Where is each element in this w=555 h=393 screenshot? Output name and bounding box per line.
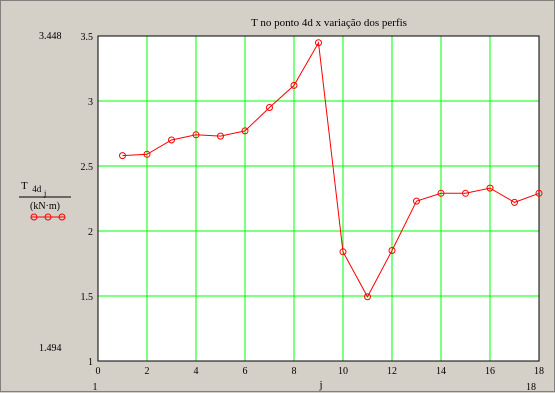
plot-area bbox=[98, 36, 539, 361]
x-tick-label: 16 bbox=[485, 366, 495, 377]
data-point bbox=[413, 197, 420, 205]
data-point bbox=[511, 198, 518, 206]
data-point bbox=[437, 189, 445, 197]
data-point bbox=[266, 104, 273, 111]
data-point bbox=[535, 189, 543, 197]
tick-labels: 0 2 4 6 8 10 12 14 16 18 1 1.5 2 2.5 3 3.5 bbox=[81, 32, 545, 377]
series-line bbox=[122, 41, 540, 298]
plot-border bbox=[97, 35, 540, 362]
data-point bbox=[486, 184, 494, 192]
data-point bbox=[217, 132, 224, 140]
y-tick-label: 2 bbox=[88, 227, 93, 238]
data-point bbox=[168, 136, 175, 144]
y-tick-label: 1.5 bbox=[81, 292, 94, 303]
legend-line-sample bbox=[30, 213, 66, 221]
y-axis-label: T 4d j bbox=[21, 180, 46, 198]
y-min-readout: 1.494 bbox=[39, 343, 62, 354]
data-point bbox=[339, 248, 347, 256]
data-point bbox=[241, 127, 249, 135]
x-tick-label: 18 bbox=[534, 366, 544, 377]
x-tick-label: 14 bbox=[436, 366, 446, 377]
y-axis-unit: (kN·m) bbox=[30, 201, 60, 212]
data-point bbox=[462, 189, 469, 197]
x-tick-label: 0 bbox=[96, 366, 101, 377]
y-tick-label: 3 bbox=[88, 97, 93, 108]
y-tick-label: 2.5 bbox=[81, 162, 94, 173]
y-max-readout: 3.448 bbox=[39, 31, 62, 42]
x-tick-label: 2 bbox=[145, 366, 150, 377]
data-point bbox=[290, 81, 298, 89]
x-axis-label: j bbox=[318, 379, 322, 391]
x-tick-label: 4 bbox=[194, 366, 199, 377]
y-tick-label: 1 bbox=[88, 357, 93, 368]
data-point bbox=[119, 152, 126, 160]
data-point bbox=[388, 247, 396, 254]
x-tick-label: 10 bbox=[338, 366, 348, 377]
data-point bbox=[364, 293, 371, 301]
series-group bbox=[119, 39, 543, 301]
x-tick-label: 6 bbox=[243, 366, 248, 377]
x-max-readout: 18 bbox=[526, 382, 536, 393]
x-tick-label: 12 bbox=[387, 366, 397, 377]
y-tick-label: 3.5 bbox=[81, 32, 94, 43]
chart-title: T no ponto 4d x variação dos perfis bbox=[251, 17, 407, 29]
data-point bbox=[315, 39, 322, 47]
x-tick-label: 8 bbox=[292, 366, 297, 377]
data-point bbox=[192, 131, 200, 139]
x-min-readout: 1 bbox=[93, 382, 98, 393]
data-point bbox=[143, 150, 151, 158]
